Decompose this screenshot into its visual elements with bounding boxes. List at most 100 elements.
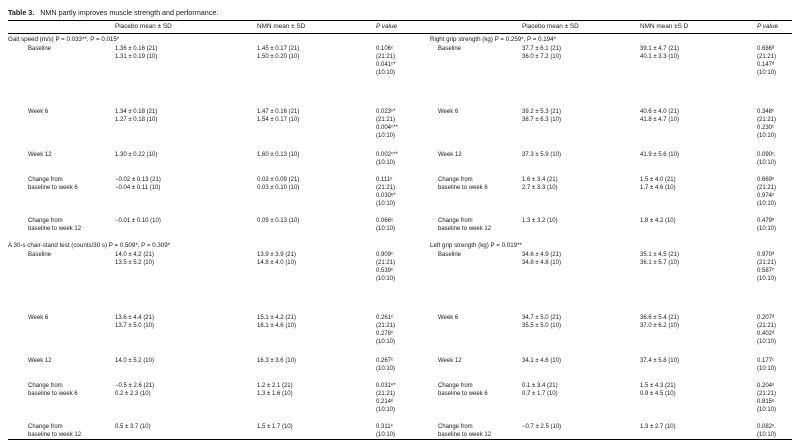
cell-line: 0.9 ± 4.5 (10) [640, 391, 676, 397]
cell-p: 0.311ᵉ (10:10) [376, 423, 395, 439]
cell-line: (10:10) [376, 432, 396, 438]
cell-nmn: 37.4 ± 5.8 (10) [640, 357, 679, 365]
cell-p: 0.479ᵉ (10:10) [757, 217, 776, 233]
cell-line: 0.03 ± 0.10 (10) [257, 185, 300, 191]
cell-line: Change from [438, 383, 473, 389]
cell-line: baseline to week 12 [28, 226, 82, 232]
cell-nmn: 1.47 ± 0.16 (21) 1.54 ± 0.17 (10) [257, 108, 299, 124]
cell-line: (21:21) [757, 260, 777, 266]
cell-label: Change from baseline to week 12 [438, 217, 491, 233]
cell-nmn: 1.5 ± 1.7 (10) [257, 423, 293, 431]
cell-line: 1.5 ± 1.7 (10) [257, 424, 293, 430]
cell-line: 0.974ᵉ [757, 193, 775, 199]
cell-line: 0.278ᶜ [376, 331, 394, 337]
cell-label: Change from baseline to week 6 [438, 176, 488, 192]
cell-line: 0.7 ± 1.7 (10) [522, 391, 558, 397]
cell-line: baseline to week 6 [28, 185, 78, 191]
cell-label: Baseline [28, 45, 51, 53]
cell-line: 1.36 ± 0.16 (21) [115, 46, 158, 52]
cell-p: 0.267ᶜ (10:10) [376, 357, 395, 373]
cell-line: 0.030ᵉ* [376, 193, 396, 199]
section-left-grip: Left grip strength (kg) P = 0.019** [430, 242, 522, 249]
cell-line: 1.47 ± 0.16 (21) [257, 109, 300, 115]
cell-label: Change from baseline to week 12 [28, 423, 81, 439]
cell-line: 0.970ᵈ [757, 252, 775, 258]
cell-line: baseline to week 6 [28, 391, 78, 397]
cell-line: Change from [28, 383, 63, 389]
header-placebo-right: Placebo mean ± SD [522, 23, 579, 30]
cell-nmn: 13.9 ± 3.9 (21) 14.8 ± 4.0 (10) [257, 251, 296, 267]
cell-placebo: 1.3 ± 3.2 (10) [522, 217, 558, 225]
cell-nmn: 0.02 ± 0.09 (21) 0.03 ± 0.10 (10) [257, 176, 299, 192]
cell-placebo: 1.6 ± 3.4 (21) 2.7 ± 3.3 (10) [522, 176, 558, 192]
cell-label: Change from baseline to week 6 [28, 176, 78, 192]
cell-line: 1.27 ± 0.18 (10) [115, 117, 158, 123]
cell-p: 0.031ᵉ* (21:21) 0.214ᵉ (10:10) [376, 382, 396, 414]
cell-p: 0.023ᶜ* (21:21) 0.004ᶜ** (10:10) [376, 108, 398, 140]
cell-line: 35.1 ± 4.5 (21) [640, 252, 679, 258]
cell-line: 1.5 ± 4.0 (21) [640, 177, 676, 183]
cell-line: baseline to week 12 [438, 226, 492, 232]
cell-line: (10:10) [376, 276, 396, 282]
cell-line: 36.1 ± 5.7 (10) [640, 260, 679, 266]
cell-line: (21:21) [376, 54, 396, 60]
cell-line: 1.7 ± 4.6 (10) [640, 185, 676, 191]
cell-line: 37.4 ± 5.8 (10) [640, 358, 679, 364]
cell-placebo: 39.2 ± 5.3 (21) 38.7 ± 6.3 (10) [522, 108, 561, 124]
cell-line: 0.002ᶜ** [376, 152, 398, 158]
cell-nmn: 41.9 ± 5.6 (10) [640, 151, 679, 159]
cell-line: Week 12 [28, 152, 52, 158]
cell-line: 0.09 ± 0.13 (10) [257, 218, 300, 224]
cell-line: 0.479ᵉ [757, 218, 775, 224]
cell-line: 1.8 ± 4.2 (10) [640, 218, 676, 224]
cell-placebo: 13.6 ± 4.4 (21) 13.7 ± 5.0 (10) [115, 314, 154, 330]
cell-p: 0.002ᶜ** (10:10) [376, 151, 398, 167]
cell-line: 0.686ᵈ [757, 46, 775, 52]
cell-line: 2.7 ± 3.3 (10) [522, 185, 558, 191]
cell-line: 0.402ᵈ [757, 331, 775, 337]
cell-line: −0.01 ± 0.10 (10) [115, 218, 161, 224]
cell-line: 36.0 ± 7.2 (10) [522, 54, 561, 60]
cell-line: 0.1 ± 3.4 (21) [522, 383, 558, 389]
cell-line: 0.066ᶜ [376, 218, 394, 224]
cell-placebo: −0.01 ± 0.10 (10) [115, 217, 161, 225]
cell-line: (21:21) [376, 391, 396, 397]
cell-line: 0.090ᶜ. [757, 152, 776, 158]
cell-line: 1.3 ± 2.7 (10) [640, 424, 676, 430]
cell-line: 34.1 ± 4.6 (10) [522, 358, 561, 364]
cell-p: 0.082ᵉ. (10:10) [757, 423, 776, 439]
header-placebo-left: Placebo mean ± SD [115, 23, 172, 30]
cell-line: 41.8 ± 4.7 (10) [640, 117, 679, 123]
cell-line: 0.082ᵉ. [757, 424, 776, 430]
cell-line: (21:21) [757, 54, 777, 60]
cell-line: Baseline [28, 252, 52, 258]
cell-line: Change from [438, 177, 473, 183]
cell-line: (10:10) [757, 226, 777, 232]
cell-line: 0.311ᵉ [376, 424, 393, 430]
cell-line: 0.106ᶜ [376, 46, 394, 52]
cell-p: 0.111ᵉ (21:21) 0.030ᵉ* (10:10) [376, 176, 396, 208]
cell-line: 0.207ᵈ [757, 315, 775, 321]
cell-line: 0.204ᵉ [757, 383, 775, 389]
cell-line: (21:21) [757, 391, 777, 397]
cell-line: (10:10) [757, 70, 777, 76]
header-p-right: P value [757, 23, 779, 30]
cell-line: 38.7 ± 6.3 (10) [522, 117, 561, 123]
cell-line: baseline to week 12 [28, 432, 82, 438]
cell-line: 0.348ᶜ [757, 109, 775, 115]
cell-p: 0.066ᶜ (10:10) [376, 217, 395, 233]
cell-line: 15.1 ± 4.2 (21) [257, 315, 296, 321]
cell-line: (10:10) [376, 70, 396, 76]
cell-line: (10:10) [757, 276, 777, 282]
cell-line: 0.023ᶜ* [376, 109, 396, 115]
cell-line: Week 12 [438, 358, 462, 364]
cell-label: Week 6 [28, 108, 48, 116]
cell-line: (10:10) [376, 226, 396, 232]
table-caption-text: NMN partly improves muscle strength and … [40, 8, 219, 17]
cell-label: Baseline [438, 45, 461, 53]
cell-placebo: −0.7 ± 2.5 (10) [522, 423, 561, 431]
cell-line: Week 6 [28, 109, 49, 115]
cell-line: 1.3 ± 1.6 (10) [257, 391, 293, 397]
cell-line: 0.267ᶜ [376, 358, 394, 364]
header-rule [8, 33, 792, 34]
